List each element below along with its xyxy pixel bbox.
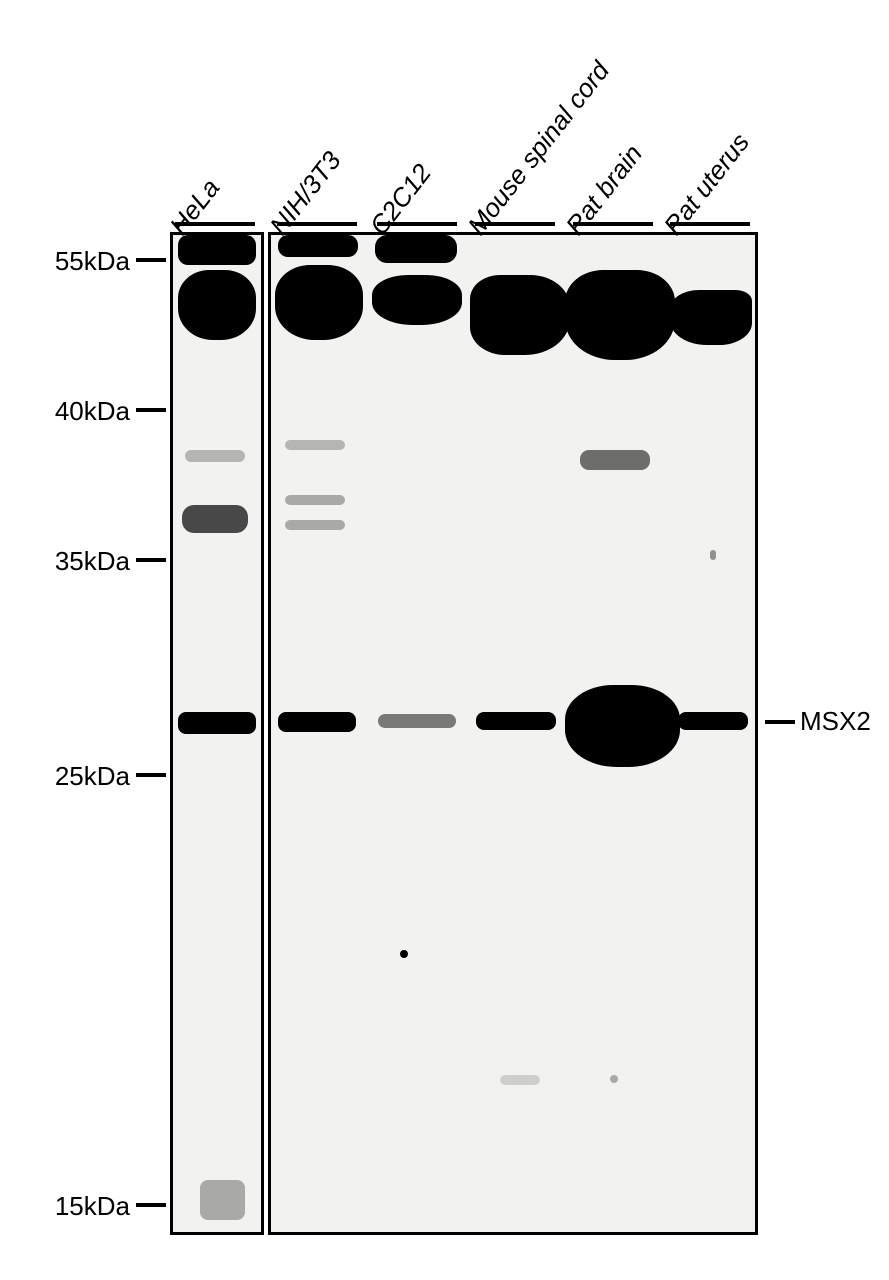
lane-label: C2C12 <box>364 158 438 241</box>
mw-tick <box>136 558 166 562</box>
blot-panel-2-border <box>268 232 758 1235</box>
mw-tick <box>136 1203 166 1207</box>
mw-tick <box>136 408 166 412</box>
western-blot-figure: HeLaNIH/3T3C2C12Mouse spinal cordRat bra… <box>0 0 889 1280</box>
mw-tick <box>136 773 166 777</box>
lane-label: HeLa <box>164 173 227 241</box>
band-annotation-label: MSX2 <box>800 706 871 737</box>
lane-label: NIH/3T3 <box>264 146 348 241</box>
blot-panel-1-border <box>170 232 264 1235</box>
mw-label: 40kDa <box>20 396 130 427</box>
mw-label: 25kDa <box>20 761 130 792</box>
mw-tick <box>136 258 166 262</box>
mw-label: 35kDa <box>20 546 130 577</box>
mw-label: 55kDa <box>20 246 130 277</box>
band-annotation-tick <box>765 720 795 724</box>
mw-label: 15kDa <box>20 1191 130 1222</box>
